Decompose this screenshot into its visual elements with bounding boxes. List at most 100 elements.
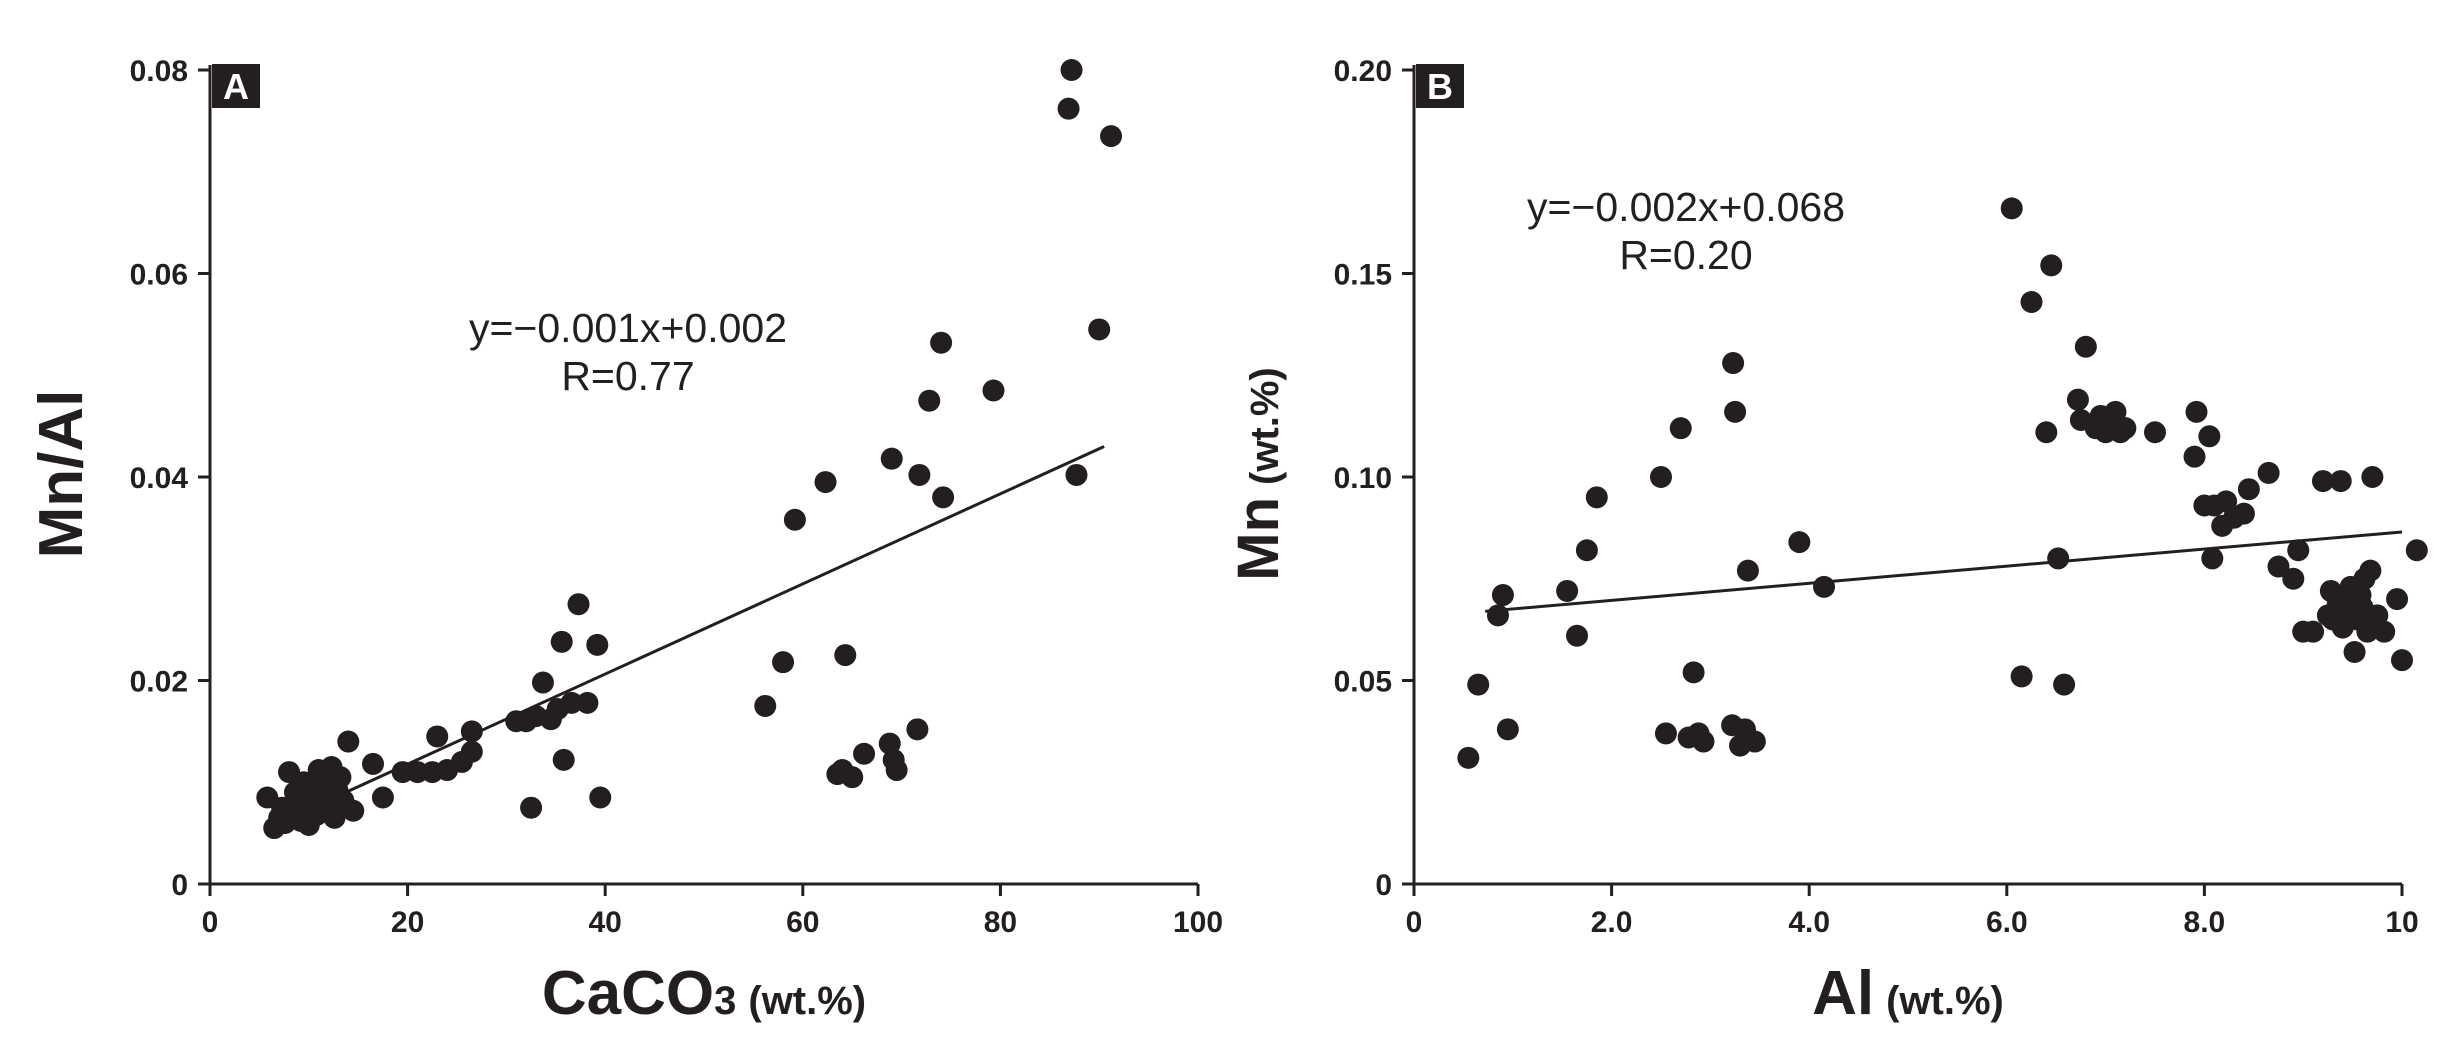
- panel-b-label-box: [1416, 64, 1464, 108]
- panel-a-data-point: [460, 720, 483, 743]
- panel-b-data-point: [1736, 559, 1759, 582]
- panel-a-y-axis-title: Mn/Al: [27, 390, 96, 559]
- panel-a-data-point: [1088, 318, 1111, 341]
- panel-b-x-axis-title-unit: (wt.%): [1886, 979, 2004, 1023]
- panel-b-data-point: [2287, 539, 2310, 562]
- panel-a-data-point: [560, 691, 583, 714]
- panel-b-data-point: [1724, 400, 1747, 423]
- panel-a-r-value: R=0.77: [561, 353, 694, 399]
- panel-a-data-point: [834, 644, 857, 667]
- panel-b-tick-labels: 0 2.0 4.0 6.0 8.0 10 0 0.05 0.10 0.15 0.20: [1334, 55, 2419, 939]
- panel-b-data-point: [2373, 620, 2396, 643]
- panel-a-data-point: [342, 799, 365, 822]
- panel-b-x-axis-title-main: Al: [1812, 959, 1874, 1028]
- panel-b-data-point: [2386, 588, 2409, 611]
- panel-a-data-point: [1060, 59, 1083, 81]
- panel-a-x-tick-label: 0: [202, 906, 219, 939]
- panel-b-data-point: [1650, 466, 1672, 488]
- panel-a-data-point: [853, 742, 876, 765]
- panel-b-data-point: [2267, 555, 2290, 578]
- panel-a-data-point: [906, 718, 929, 741]
- panel-a-data-point: [908, 463, 931, 486]
- panel-a-data-point: [783, 508, 806, 531]
- panel-a-x-axis-title-subscript: 3: [714, 979, 736, 1023]
- panel-b-y-axis-title-unit: (wt.%): [1243, 367, 1287, 485]
- panel-a-data-point: [576, 691, 599, 714]
- panel-b-data-point: [2232, 502, 2255, 525]
- panel-b-data-point: [1692, 730, 1715, 753]
- panel-b-points: [1457, 197, 2428, 769]
- panel-b-data-point: [2066, 388, 2089, 411]
- panel-a-label-box: [212, 64, 260, 108]
- panel-b-data-point: [2237, 478, 2260, 501]
- panel-b-ticks: [1402, 68, 2404, 896]
- panel-b-data-point: [2104, 400, 2127, 423]
- panel-b-label: B: [1427, 66, 1453, 107]
- panel-a-data-point: [567, 593, 590, 616]
- panel-a-y-tick-label: 0.06: [130, 259, 188, 292]
- panel-b-data-point: [2405, 539, 2428, 562]
- panel-b-data-point: [1457, 746, 1480, 769]
- panel-a-x-tick-label: 40: [589, 906, 622, 939]
- panel-a-data-point: [362, 752, 385, 775]
- panel-a-data-point: [552, 748, 575, 771]
- panel-b-data-point: [2035, 421, 2058, 444]
- panel-a-label-badge: A: [212, 64, 260, 108]
- panel-a-y-tick-label: 0.04: [130, 462, 189, 495]
- panel-b-data-point: [2329, 470, 2352, 493]
- panel-b-r-value: R=0.20: [1619, 232, 1752, 278]
- panel-b-data-point: [1566, 624, 1589, 647]
- panel-a-data-point: [982, 379, 1005, 402]
- panel-b-data-point: [1575, 539, 1598, 562]
- panel-a-data-point: [930, 331, 953, 354]
- panel-b-label-badge: B: [1416, 64, 1464, 108]
- panel-a-data-point: [885, 759, 908, 782]
- panel-b: 0 2.0 4.0 6.0 8.0 10 0 0.05 0.10 0.15 0.20 B Mn (wt…: [1226, 55, 2428, 1028]
- panel-b-x-tick-label: 0: [1406, 906, 1423, 939]
- panel-b-y-axis-title-main: Mn: [1226, 497, 1291, 581]
- panel-a-data-point: [323, 806, 346, 829]
- panel-a-data-point: [1065, 463, 1088, 486]
- panel-b-data-point: [1496, 718, 1519, 741]
- panel-b-x-axis-title: Al (wt.%): [1812, 959, 2004, 1028]
- panel-b-y-tick-label: 0: [1375, 869, 1392, 902]
- panel-b-equation: y=−0.002x+0.068: [1527, 184, 1845, 230]
- panel-a-data-point: [426, 725, 449, 748]
- panel-a-y-tick-label: 0.02: [130, 666, 188, 699]
- panel-a-x-tick-label: 100: [1173, 906, 1223, 939]
- panel-b-x-tick-label: 6.0: [1986, 906, 2028, 939]
- panel-b-data-point: [1813, 575, 1836, 598]
- panel-a-x-axis-title-main: CaCO: [542, 959, 714, 1028]
- panel-b-data-point: [1722, 352, 1745, 375]
- panel-a-data-point: [841, 766, 864, 789]
- panel-a-data-point: [329, 766, 352, 789]
- panel-b-data-point: [2359, 559, 2382, 582]
- panel-b-y-tick-label: 0.15: [1334, 259, 1392, 292]
- panel-a-data-point: [754, 694, 777, 717]
- panel-a-x-tick-label: 60: [786, 906, 819, 939]
- panel-b-y-tick-label: 0.20: [1334, 55, 1392, 88]
- panel-b-data-point: [2198, 425, 2221, 448]
- panel-a-data-point: [880, 447, 903, 470]
- panel-b-y-axis-title: Mn (wt.%): [1226, 367, 1291, 581]
- panel-a-data-point: [589, 786, 612, 809]
- panel-b-data-point: [2020, 290, 2043, 313]
- panel-a: 0 20 40 60 80 100 0 0.02 0.04 0.06 0.08 A Mn/Al Ca…: [27, 55, 1223, 1028]
- panel-a-data-point: [531, 671, 554, 694]
- panel-a-data-point: [460, 740, 483, 763]
- panel-a-data-point: [1100, 125, 1123, 148]
- panel-a-x-axis-title-unit: (wt.%): [748, 979, 866, 1023]
- panel-a-data-point: [814, 471, 837, 494]
- panel-b-data-point: [2047, 547, 2070, 570]
- panel-b-x-tick-label: 8.0: [2184, 906, 2226, 939]
- panel-b-data-point: [2391, 649, 2413, 672]
- panel-b-data-point: [1654, 722, 1677, 745]
- panel-b-data-point: [2185, 400, 2208, 423]
- panel-b-data-point: [1682, 661, 1705, 684]
- panel-a-data-point: [520, 796, 543, 819]
- panel-a-data-point: [586, 633, 609, 656]
- panel-b-data-point: [2201, 547, 2224, 570]
- panel-a-ticks: [198, 68, 1200, 896]
- panel-a-data-point: [918, 389, 941, 412]
